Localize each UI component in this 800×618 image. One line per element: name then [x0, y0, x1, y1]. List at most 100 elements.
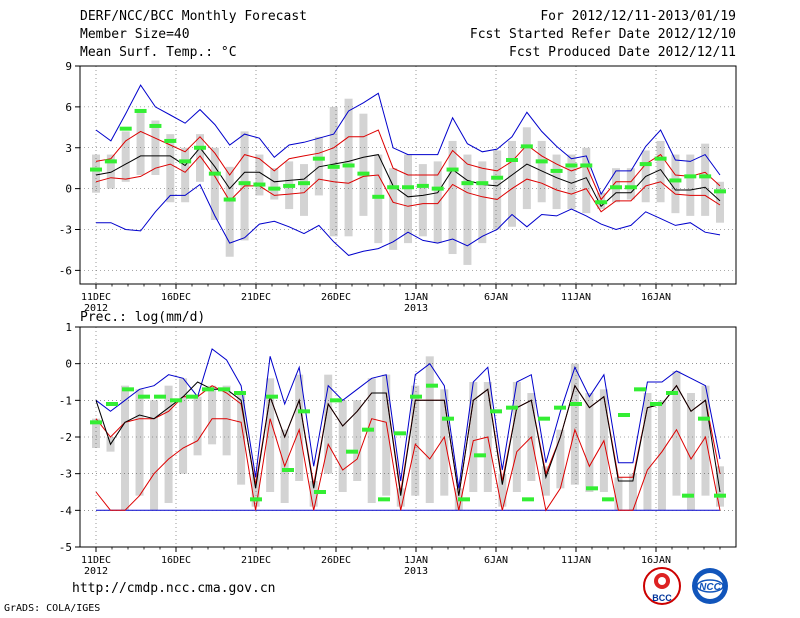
y-tick-label: -3	[59, 468, 72, 481]
ensemble-box	[582, 147, 591, 214]
ensemble-box	[493, 150, 502, 230]
header-left: DERF/NCC/BCC Monthly Forecast Member Siz…	[80, 8, 307, 62]
ensemble-box	[626, 168, 635, 200]
observation-marker	[618, 413, 630, 417]
observation-marker	[580, 163, 593, 168]
observation-marker	[565, 163, 578, 168]
ensemble-box	[567, 154, 576, 210]
ensemble-box	[295, 374, 304, 481]
observation-marker	[154, 394, 166, 399]
ensemble-box	[251, 473, 260, 507]
ensemble-box	[382, 374, 391, 496]
observation-marker	[194, 145, 206, 150]
ensemble-box	[121, 131, 130, 182]
observation-marker	[520, 144, 533, 149]
observation-marker	[164, 138, 177, 143]
ensemble-box	[552, 154, 561, 210]
ensemble-box	[135, 389, 144, 496]
y-tick-label: -2	[59, 431, 72, 444]
ensemble-box	[344, 98, 353, 237]
source-url[interactable]: http://cmdp.ncc.cma.gov.cn	[72, 581, 276, 596]
x-tick-label: 16JAN	[641, 555, 671, 566]
y-tick-label: 9	[65, 60, 72, 73]
ensemble-box	[225, 166, 234, 257]
temperature-variable-label: Mean Surf. Temp.: °C	[80, 45, 237, 60]
observation-marker	[554, 405, 566, 410]
ensemble-box	[404, 154, 412, 244]
ensemble-box	[612, 168, 620, 203]
ensemble-box	[701, 385, 710, 496]
ensemble-box	[469, 382, 478, 492]
observation-marker	[634, 387, 646, 392]
observation-marker	[550, 168, 563, 173]
x-tick-label: 26DEC	[321, 292, 351, 303]
svg-text:NCC: NCC	[699, 582, 721, 593]
observation-marker	[639, 162, 652, 167]
observation-marker	[327, 164, 340, 169]
observation-marker	[378, 497, 390, 502]
ensemble-box	[716, 466, 724, 507]
ensemble-box	[418, 164, 427, 237]
x-tick-year-label: 2013	[404, 566, 428, 577]
max-line	[95, 348, 721, 489]
observation-marker	[474, 453, 486, 458]
observation-marker	[298, 181, 310, 186]
observation-marker	[268, 186, 281, 191]
ensemble-box	[92, 154, 100, 193]
ensemble-box	[237, 393, 246, 485]
observation-marker	[699, 174, 712, 179]
ensemble-box	[196, 134, 204, 182]
ensemble-box	[270, 168, 279, 200]
observation-marker	[506, 405, 518, 410]
ensemble-box	[643, 393, 652, 511]
y-tick-label: -5	[59, 541, 72, 554]
ensemble-box	[208, 385, 217, 445]
y-tick-label: -6	[59, 264, 72, 277]
observation-marker	[654, 156, 667, 161]
observation-marker	[218, 387, 230, 392]
observation-marker	[461, 181, 474, 186]
observation-marker	[312, 156, 325, 161]
ensemble-box	[585, 393, 594, 492]
observation-marker	[106, 402, 118, 406]
observation-marker	[104, 159, 117, 164]
observation-marker	[394, 431, 406, 436]
ensemble-box	[374, 154, 383, 244]
ensemble-box	[657, 400, 666, 511]
grads-credit: GrADS: COLA/IGES	[4, 603, 101, 614]
ensemble-box	[411, 385, 420, 496]
plot-frame	[79, 65, 737, 285]
ensemble-box	[433, 161, 442, 244]
upper-line	[95, 129, 721, 201]
x-tick-label: 11DEC	[81, 292, 111, 303]
ensemble-box	[255, 154, 264, 196]
ensemble-box	[309, 481, 318, 507]
ensemble-box	[628, 473, 637, 511]
ensemble-box	[671, 154, 680, 214]
ensemble-box	[166, 134, 175, 203]
svg-text:BCC: BCC	[652, 593, 672, 603]
observation-marker	[170, 398, 182, 403]
ensemble-box	[151, 120, 160, 175]
lower-line	[95, 418, 721, 512]
y-tick-label: -3	[59, 224, 72, 237]
ensemble-box	[389, 168, 398, 250]
observation-marker	[538, 416, 550, 421]
observation-marker	[202, 387, 214, 392]
ensemble-box	[537, 140, 546, 203]
ensemble-box	[448, 140, 457, 255]
forecast-title: DERF/NCC/BCC Monthly Forecast	[80, 9, 307, 24]
ensemble-box	[164, 385, 173, 503]
forecast-period: For 2012/12/11-2013/01/19	[540, 9, 736, 24]
ensemble-box	[150, 400, 159, 511]
ensemble-box	[367, 378, 376, 503]
observation-marker	[442, 416, 454, 421]
observation-marker	[138, 394, 150, 399]
min-line	[96, 183, 721, 256]
observation-marker	[208, 171, 221, 176]
observation-marker	[669, 178, 682, 183]
ensemble-box	[179, 378, 188, 474]
ensemble-box	[353, 400, 362, 481]
ensemble-box	[92, 418, 100, 448]
